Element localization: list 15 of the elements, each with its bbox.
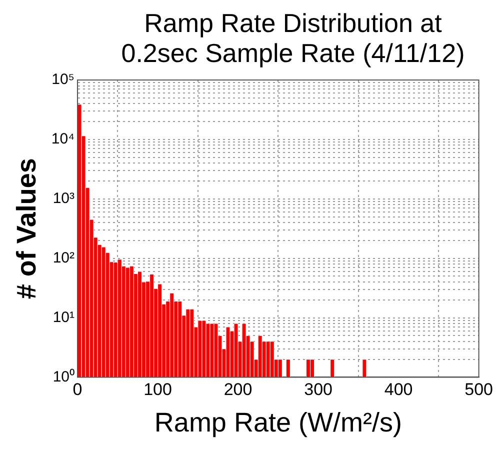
- y-tick-label: 10⁵: [52, 71, 75, 88]
- y-tick-label: 10³: [52, 190, 75, 208]
- x-tick-label: 100: [144, 380, 172, 400]
- y-tick-label: 10⁴: [51, 130, 75, 148]
- x-tick-label: 0: [72, 380, 82, 400]
- y-tick-label: 10⁰: [52, 368, 75, 386]
- x-tick-label: 300: [304, 380, 332, 400]
- y-axis-title: # of Values: [12, 158, 42, 300]
- x-tick-label: 500: [464, 380, 494, 400]
- x-tick-label: 400: [384, 380, 413, 400]
- y-tick-label: 10¹: [52, 308, 75, 326]
- x-axis-title: Ramp Rate (W/m²/s): [154, 407, 402, 438]
- chart-title: Ramp Rate Distribution at 0.2sec Sample Rate (4/11/12): [120, 8, 466, 68]
- x-tick-label: 200: [224, 380, 252, 400]
- y-tick-label: 10²: [52, 249, 75, 266]
